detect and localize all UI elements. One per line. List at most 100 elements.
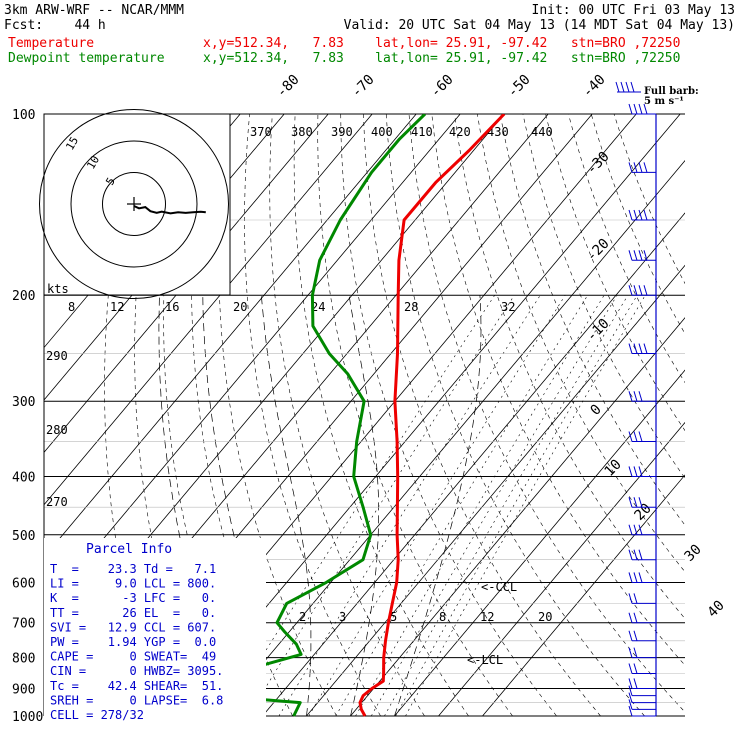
isotherm-line [218, 160, 685, 717]
moist-adiabat-line [394, 295, 482, 717]
dry-adiabat-label: 270 [46, 495, 68, 509]
mixing-ratio-line [395, 295, 638, 717]
pressure-tick-label: 800 [12, 652, 35, 667]
isotherm-label: -70 [349, 72, 378, 101]
wind-barb [628, 663, 656, 675]
model-title: 3km ARW-WRF -- NCAR/MMM [4, 3, 185, 18]
isotherm-label: 40 [705, 598, 728, 621]
isotherm-line [44, 114, 461, 611]
lcl-marker: <-LCL [467, 653, 503, 667]
wind-barb [628, 162, 656, 173]
theta-label: 430 [487, 125, 509, 139]
isotherm-line [44, 114, 329, 453]
dry-adiabat-line [431, 114, 685, 666]
dry-adiabat-label: 280 [46, 423, 68, 437]
parcel-info-row: PW = 1.94 YGP = 0.0 [50, 635, 216, 649]
wind-barb [628, 466, 656, 477]
mixing-ratio-label: 2 [299, 610, 306, 624]
mixing-ratio-label: 32 [501, 300, 515, 314]
isotherm-label: -10 [584, 316, 613, 345]
mixing-ratio-label: 12 [110, 300, 124, 314]
isotherm-line [482, 474, 685, 717]
dry-adiabat-line [522, 114, 685, 479]
parcel-info-row: CELL = 278/32 [50, 708, 144, 722]
theta-label: 420 [449, 125, 471, 139]
dry-adiabat-line [590, 114, 685, 335]
mixing-ratio-label: 8 [439, 610, 446, 624]
pressure-tick-label: 100 [12, 108, 35, 123]
theta-label: 440 [531, 125, 553, 139]
barb-legend: Full barb: 5 m s⁻¹ [644, 86, 699, 107]
isotherm-line [262, 212, 685, 717]
isotherm-line [350, 317, 685, 717]
dry-adiabat-line [499, 114, 685, 526]
forecast-hour: Fcst: 44 h [4, 18, 106, 33]
isotherm-label: -80 [274, 72, 303, 101]
moist-adiabat-line [261, 295, 312, 717]
parcel-info-row: LI = 9.0 LCL = 800. [50, 577, 216, 591]
wind-barb [628, 497, 656, 508]
wind-barbs [615, 81, 657, 717]
hodograph-unit-label: kts [47, 282, 69, 296]
isotherm-label: -40 [580, 72, 609, 101]
parcel-info-row: CAPE = 0 SWEAT= 49 [50, 650, 216, 664]
mixing-ratio-line [308, 295, 566, 717]
theta-label: 390 [331, 125, 353, 139]
wind-barb [628, 705, 656, 717]
pressure-tick-label: 700 [12, 617, 35, 632]
isotherm-label: -30 [584, 149, 613, 178]
parcel-info-title: Parcel Info [86, 542, 172, 557]
isotherm-line [394, 369, 685, 717]
wind-barb [628, 647, 656, 659]
dry-adiabat-line [269, 114, 425, 717]
parcel-info-row: SREH = 0 LAPSE= 6.8 [50, 693, 223, 707]
hodograph-ring [70, 140, 198, 268]
wind-barb [628, 285, 656, 296]
wind-barb [628, 343, 656, 355]
dewpoint-legend: Dewpoint temperature [8, 51, 165, 66]
hodograph-ring-label: 10 [84, 154, 102, 172]
temperature-station-info: x,y=512.34, 7.83 lat,lon= 25.91, -97.42 … [203, 36, 681, 51]
wind-barb [628, 431, 656, 443]
pressure-tick-label: 600 [12, 576, 35, 591]
mixing-ratio-line [384, 295, 629, 717]
mixing-ratio-line [371, 295, 618, 717]
wind-barb [628, 678, 656, 689]
isotherm-label: 30 [682, 542, 705, 565]
barb-legend-line2: 5 m s⁻¹ [644, 96, 684, 107]
wind-barb [628, 391, 656, 402]
wind-barb [628, 209, 656, 221]
hodograph-trace [133, 205, 206, 215]
parcel-info-row: K = -3 LFC = 0. [50, 591, 216, 605]
mixing-ratio-label: 20 [538, 610, 552, 624]
dry-adiabat-line [340, 114, 557, 717]
dry-adiabat-line [317, 114, 513, 717]
wind-barb [628, 524, 656, 536]
wind-barb [628, 103, 656, 115]
dry-adiabat-label: 290 [46, 349, 68, 363]
valid-time: Valid: 20 UTC Sat 04 May 13 (14 MDT Sat … [343, 18, 735, 33]
mixing-ratio-line [335, 295, 588, 717]
isotherm-line [438, 421, 685, 717]
mixing-ratio-label: 12 [480, 610, 494, 624]
temperature-legend: Temperature [8, 36, 95, 51]
isotherm-line [44, 114, 417, 558]
mixing-ratio-label: 3 [339, 610, 346, 624]
parcel-info-panel: Parcel Info T = 23.3 Td = 7.1LI = 9.0 LC… [44, 538, 266, 726]
parcel-info-row: TT = 26 EL = 0. [50, 606, 216, 620]
isotherm-label: -50 [505, 72, 534, 101]
pressure-tick-label: 300 [12, 395, 35, 410]
dewpoint-station-info: x,y=512.34, 7.83 lat,lon= 25.91, -97.42 … [203, 51, 681, 66]
wind-barb [628, 572, 656, 583]
wind-barb [628, 699, 656, 710]
theta-label: 370 [250, 125, 272, 139]
pressure-tick-label: 500 [12, 529, 35, 544]
mixing-ratio-line [355, 295, 605, 717]
parcel-info-row: SVI = 12.9 CCL = 607. [50, 620, 216, 634]
mixing-ratio-label: 20 [233, 300, 247, 314]
theta-label: 380 [291, 125, 313, 139]
wind-barb [628, 593, 656, 604]
pressure-tick-label: 1000 [12, 710, 43, 725]
hodograph-ring [39, 109, 229, 299]
